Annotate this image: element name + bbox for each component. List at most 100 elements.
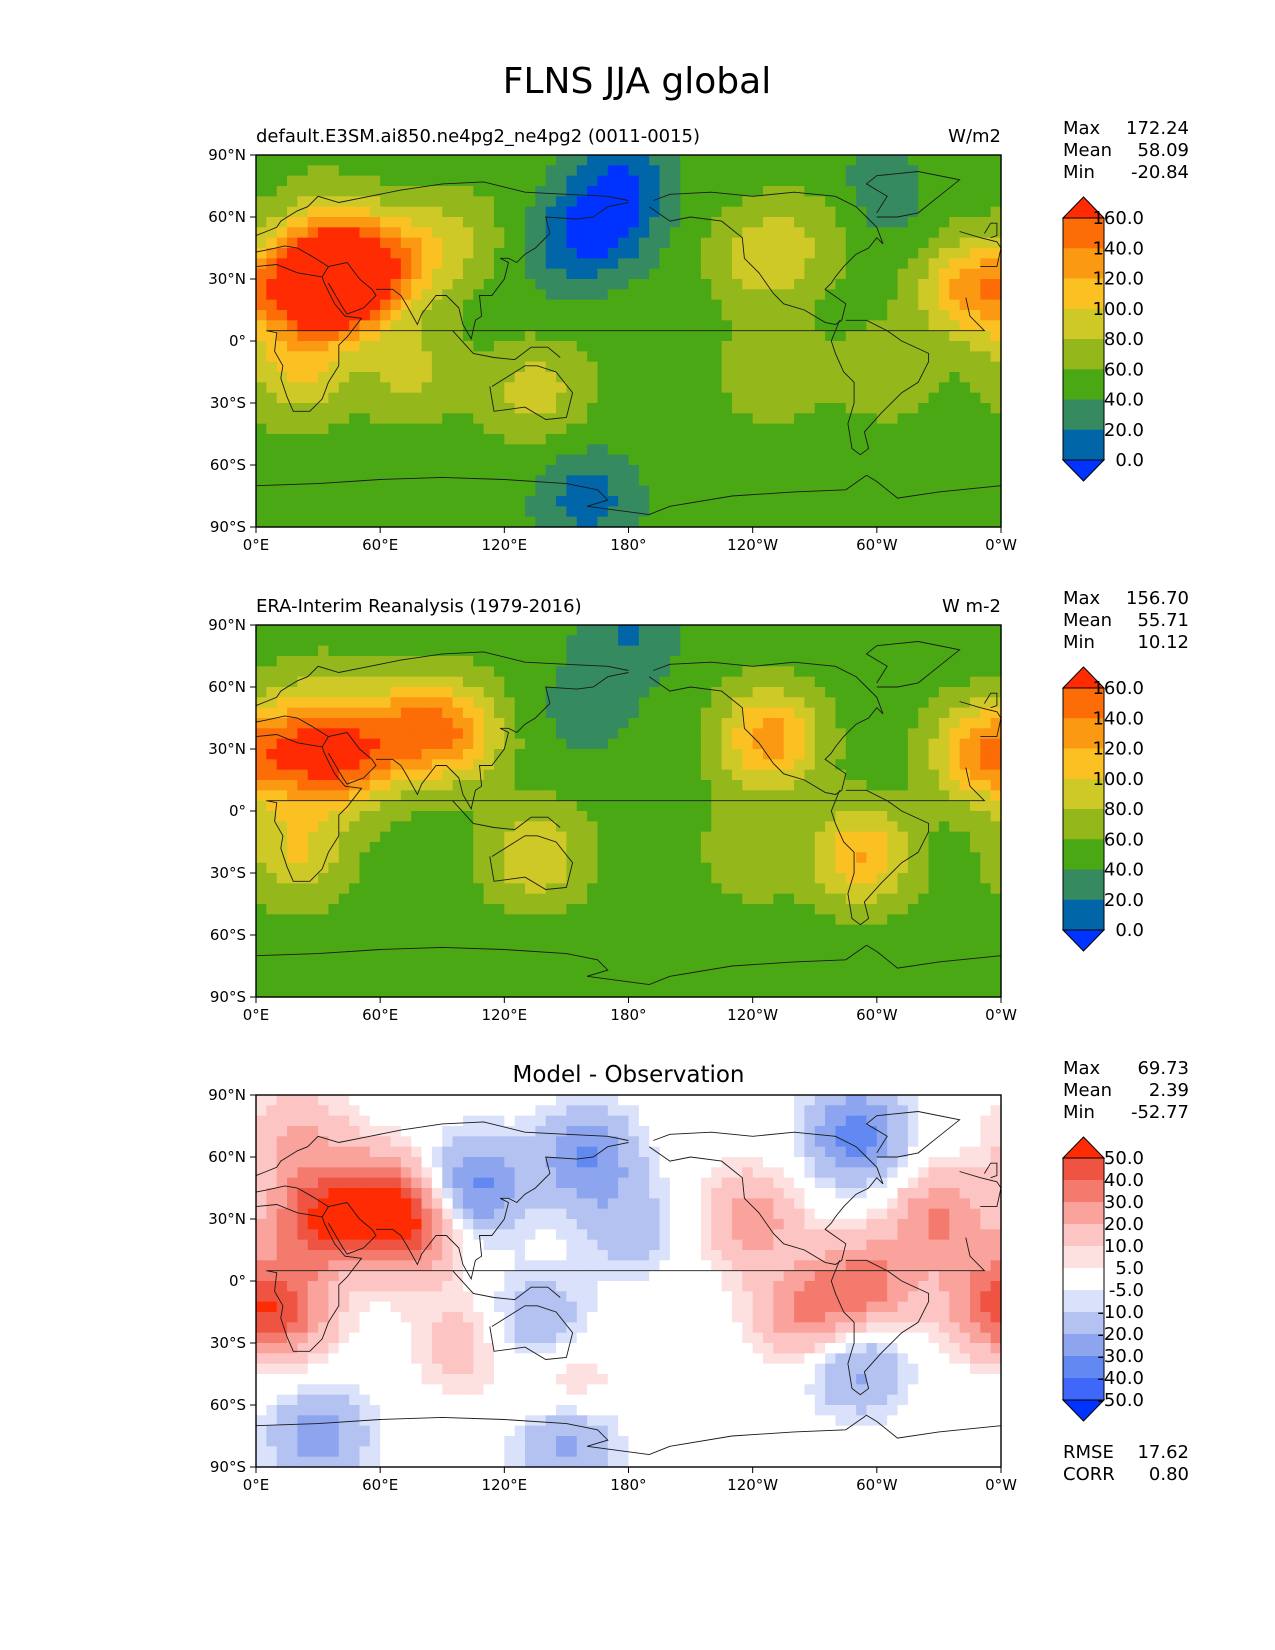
field-cell [431, 687, 443, 698]
field-cell [328, 258, 340, 270]
field-cell [493, 645, 505, 657]
field-cell [680, 656, 692, 667]
field-cell [876, 893, 888, 905]
field-cell [959, 738, 971, 750]
field-cell [742, 883, 754, 895]
field-cell [721, 485, 733, 497]
field-cell [742, 697, 754, 709]
field-cell [421, 904, 433, 915]
field-cell [587, 625, 599, 636]
field-cell [752, 831, 764, 843]
field-cell [804, 341, 816, 352]
field-cell [887, 258, 899, 270]
field-cell [680, 780, 692, 791]
field-cell [462, 434, 474, 445]
field-cell [969, 403, 981, 414]
field-cell [390, 237, 402, 249]
field-cell [359, 862, 371, 874]
field-cell [369, 258, 381, 270]
field-cell [731, 392, 743, 404]
field-cell [535, 883, 547, 895]
field-cell [856, 258, 868, 270]
field-cell [938, 475, 950, 487]
field-cell [256, 196, 267, 208]
field-cell [587, 924, 599, 936]
field-cell [442, 310, 454, 321]
field-cell [669, 454, 681, 466]
field-cell [928, 676, 940, 688]
field-cell [525, 227, 536, 239]
field-cell [266, 935, 278, 946]
field-cell [307, 625, 319, 636]
field-cell [597, 718, 609, 729]
field-cell [731, 237, 743, 249]
field-cell [628, 852, 640, 864]
field-cell [690, 893, 702, 905]
field-cell [897, 821, 909, 833]
field-cell [452, 217, 464, 228]
field-cell [752, 635, 764, 647]
field-cell [431, 707, 443, 719]
field-cell [742, 893, 754, 905]
field-cell [959, 656, 971, 667]
field-cell [700, 341, 712, 352]
field-cell [876, 800, 888, 812]
field-cell [918, 330, 930, 342]
field-cell [473, 372, 485, 383]
field-cell [607, 361, 619, 373]
field-cell [897, 656, 909, 667]
field-cell [556, 248, 568, 259]
field-cell [421, 676, 433, 688]
field-cell [690, 769, 702, 781]
field-cell [649, 852, 661, 864]
field-cell [980, 403, 992, 414]
field-cell [307, 728, 319, 740]
field-cell [887, 749, 899, 760]
field-cell [504, 645, 516, 657]
field-cell [907, 935, 919, 946]
field-cell [297, 800, 309, 812]
field-cell [297, 465, 309, 476]
field-cell [338, 217, 350, 228]
field-cell [876, 248, 888, 259]
field-cell [587, 852, 599, 864]
field-cell [835, 707, 847, 719]
field-cell [638, 811, 650, 822]
field-cell [525, 666, 536, 678]
field-cell [773, 883, 785, 895]
field-cell [711, 687, 723, 698]
field-cell [680, 413, 692, 425]
field-cell [349, 831, 361, 843]
field-cell [990, 625, 1002, 636]
field-cell [359, 676, 371, 688]
field-cell [887, 279, 899, 290]
field-cell [907, 434, 919, 445]
field-cell [638, 382, 650, 394]
field-cell [783, 227, 795, 239]
field-cell [431, 496, 443, 507]
field-cell [338, 687, 350, 698]
field-cell [918, 862, 930, 874]
field-cell [731, 780, 743, 791]
field-cell [938, 258, 950, 270]
field-cell [442, 299, 454, 311]
field-cell [721, 444, 733, 456]
field-cell [742, 248, 754, 259]
field-cell [711, 935, 723, 946]
field-cell [359, 873, 371, 884]
field-cell [845, 904, 857, 915]
field-cell [618, 227, 630, 239]
field-cell [680, 749, 692, 760]
field-cell [462, 738, 474, 750]
field-cell [369, 635, 381, 647]
field-cell [669, 217, 681, 228]
field-cell [380, 237, 392, 249]
field-cell [525, 268, 536, 280]
field-cell [276, 496, 288, 507]
field-cell [783, 516, 795, 528]
field-cell [556, 310, 568, 321]
field-cell [711, 780, 723, 791]
field-cell [256, 697, 267, 709]
field-cell [845, 465, 857, 476]
field-cell [731, 423, 743, 435]
